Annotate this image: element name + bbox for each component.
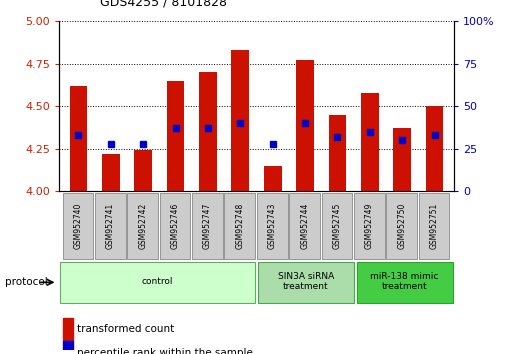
FancyBboxPatch shape	[289, 193, 320, 259]
FancyBboxPatch shape	[95, 193, 126, 259]
Bar	[393, 128, 411, 191]
FancyBboxPatch shape	[357, 262, 452, 303]
Text: GSM952745: GSM952745	[332, 202, 342, 249]
Bar	[70, 86, 87, 191]
FancyBboxPatch shape	[258, 262, 354, 303]
Bar	[328, 115, 346, 191]
Text: GSM952741: GSM952741	[106, 202, 115, 249]
FancyBboxPatch shape	[225, 193, 255, 259]
Text: GSM952744: GSM952744	[300, 202, 309, 249]
FancyBboxPatch shape	[322, 193, 352, 259]
FancyBboxPatch shape	[192, 193, 223, 259]
Bar	[167, 81, 185, 191]
Text: GSM952748: GSM952748	[235, 202, 245, 249]
Bar	[426, 106, 443, 191]
Bar	[231, 50, 249, 191]
Bar	[134, 150, 152, 191]
Text: protocol: protocol	[5, 277, 48, 287]
FancyBboxPatch shape	[386, 193, 417, 259]
Text: GSM952746: GSM952746	[171, 202, 180, 249]
Text: GSM952751: GSM952751	[430, 202, 439, 249]
FancyBboxPatch shape	[257, 193, 288, 259]
Text: GSM952749: GSM952749	[365, 202, 374, 249]
FancyBboxPatch shape	[354, 193, 385, 259]
Text: transformed count: transformed count	[77, 324, 174, 334]
Bar	[102, 154, 120, 191]
Bar	[63, 318, 73, 341]
Text: percentile rank within the sample: percentile rank within the sample	[77, 348, 252, 354]
Bar	[63, 341, 73, 354]
Text: GSM952747: GSM952747	[203, 202, 212, 249]
Text: GSM952743: GSM952743	[268, 202, 277, 249]
FancyBboxPatch shape	[419, 193, 449, 259]
Text: GSM952750: GSM952750	[398, 202, 406, 249]
Text: miR-138 mimic
treatment: miR-138 mimic treatment	[370, 272, 439, 291]
FancyBboxPatch shape	[63, 193, 93, 259]
FancyBboxPatch shape	[61, 262, 255, 303]
Text: GDS4255 / 8101828: GDS4255 / 8101828	[100, 0, 227, 9]
Text: GSM952742: GSM952742	[139, 202, 147, 249]
Text: GSM952740: GSM952740	[73, 202, 83, 249]
Text: SIN3A siRNA
treatment: SIN3A siRNA treatment	[278, 272, 334, 291]
Bar	[199, 72, 217, 191]
FancyBboxPatch shape	[160, 193, 190, 259]
Bar	[296, 60, 314, 191]
Bar	[361, 93, 379, 191]
Bar	[264, 166, 282, 191]
Text: control: control	[142, 277, 173, 286]
FancyBboxPatch shape	[127, 193, 158, 259]
